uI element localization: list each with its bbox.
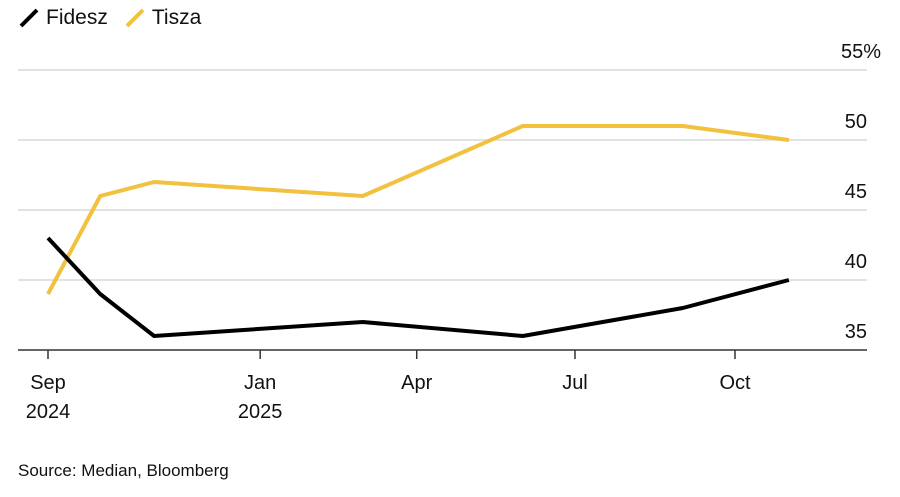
- legend-label-tisza: Tisza: [151, 6, 202, 29]
- legend-item-tisza: Tisza: [124, 6, 201, 30]
- legend-label-fidesz: Fidesz: [46, 6, 108, 29]
- y-tick-label-40: 40: [845, 251, 867, 273]
- x-tick-label: Oct: [719, 372, 751, 394]
- x-tick-label: Sep: [30, 372, 66, 394]
- y-tick-label-50: 50: [845, 111, 867, 133]
- series-line-tisza: [46, 124, 790, 295]
- x-tick-label: Jul: [562, 372, 588, 394]
- y-tick-label-55: 55%: [841, 41, 881, 63]
- source-note: Source: Median, Bloomberg: [18, 461, 229, 480]
- line-chart: 55% 50 45 40 35 Sep 2024 Jan 2025 Apr Jul Oct: [18, 41, 881, 423]
- x-tick-sublabel: 2025: [238, 401, 283, 423]
- y-tick-label-45: 45: [845, 181, 867, 203]
- series-lines: [46, 124, 790, 338]
- x-tick-sublabel: 2024: [26, 401, 71, 423]
- legend: Fidesz Tisza: [18, 6, 217, 30]
- x-axis: Sep 2024 Jan 2025 Apr Jul Oct: [18, 349, 867, 423]
- series-line-fidesz: [46, 236, 790, 338]
- gridlines: [18, 69, 867, 281]
- x-tick-label: Jan: [244, 372, 276, 394]
- legend-swatch-fidesz-icon: [19, 8, 39, 28]
- y-tick-label-35: 35: [845, 321, 867, 343]
- legend-item-fidesz: Fidesz: [18, 6, 108, 30]
- x-tick-label: Apr: [401, 372, 432, 394]
- legend-swatch-tisza-icon: [125, 8, 145, 28]
- y-axis-ticks: 55% 50 45 40 35: [841, 41, 881, 343]
